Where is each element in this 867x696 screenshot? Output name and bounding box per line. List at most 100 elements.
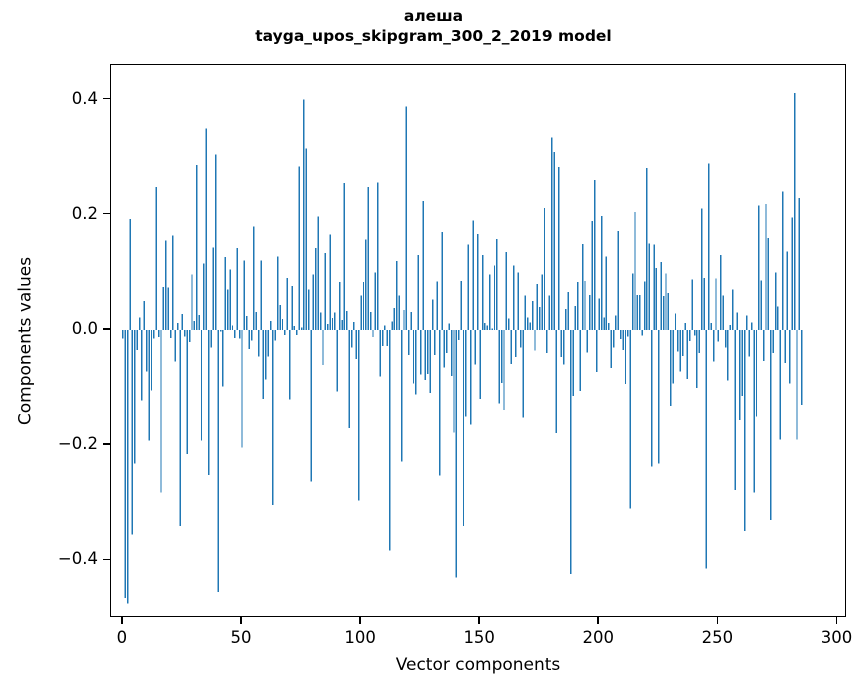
bar <box>174 329 177 362</box>
x-tick-label: 50 <box>230 628 252 647</box>
bar <box>584 281 586 330</box>
bar <box>481 255 484 330</box>
bar <box>660 262 662 330</box>
bar <box>555 329 558 434</box>
bar <box>519 329 522 348</box>
bar <box>262 329 265 400</box>
bar <box>379 329 381 377</box>
bar <box>455 329 458 578</box>
bar <box>696 329 698 389</box>
bar <box>450 329 453 377</box>
bar <box>591 221 593 330</box>
bar <box>417 255 419 330</box>
bar <box>212 247 215 330</box>
bar <box>527 317 529 330</box>
bar <box>386 329 389 347</box>
bar <box>369 312 372 330</box>
chart-title-line-1: алеша <box>403 7 464 25</box>
bar <box>574 305 577 330</box>
bar <box>398 295 400 330</box>
bar <box>784 329 786 363</box>
bar <box>743 329 746 532</box>
x-tick-label: 200 <box>582 628 615 647</box>
bar <box>322 329 324 366</box>
x-tick-label: 150 <box>463 628 495 647</box>
bar <box>131 329 134 535</box>
bar <box>715 278 717 330</box>
bar <box>524 295 527 330</box>
bar <box>484 323 486 330</box>
bar <box>562 329 565 365</box>
bar <box>762 329 765 362</box>
bar <box>288 329 291 400</box>
bar <box>243 260 246 330</box>
x-tick-mark <box>240 617 242 624</box>
bar <box>312 274 315 330</box>
bar <box>789 329 791 384</box>
bar <box>255 312 258 330</box>
bar <box>579 329 581 392</box>
bar <box>736 312 739 330</box>
bar <box>753 329 755 493</box>
x-tick-mark <box>359 617 361 624</box>
bar <box>307 289 310 330</box>
bar <box>303 99 305 330</box>
bar <box>391 321 393 330</box>
bar <box>246 316 248 330</box>
bar <box>600 215 603 330</box>
bar <box>541 274 543 330</box>
bar <box>729 324 732 330</box>
bar <box>134 329 136 464</box>
bar <box>748 329 751 357</box>
bar <box>196 165 198 330</box>
bar <box>734 329 736 491</box>
bar <box>500 329 503 383</box>
bar <box>186 329 188 454</box>
bar <box>138 317 141 330</box>
bar <box>751 322 753 330</box>
plot-axes <box>110 64 846 617</box>
bar <box>772 329 774 354</box>
bar <box>677 329 679 352</box>
bar <box>188 329 191 343</box>
bar <box>479 329 481 400</box>
bar <box>441 232 443 330</box>
bar <box>157 329 160 337</box>
bar <box>465 329 467 417</box>
bar <box>405 106 408 330</box>
bar <box>377 182 379 330</box>
bar <box>710 323 712 330</box>
bar <box>338 282 341 330</box>
bar <box>581 244 584 330</box>
bar <box>198 315 200 330</box>
bar <box>741 329 743 397</box>
bar <box>662 295 665 330</box>
bar <box>267 329 269 357</box>
bar <box>462 329 465 526</box>
bar <box>539 306 541 330</box>
x-tick-label: 300 <box>820 628 853 647</box>
bar <box>226 289 229 330</box>
bar <box>505 252 508 330</box>
bar <box>486 325 489 330</box>
bar <box>760 280 762 330</box>
bar <box>172 235 174 330</box>
bar <box>493 265 496 330</box>
bar <box>491 328 493 330</box>
bar <box>469 329 472 425</box>
bar <box>553 151 555 330</box>
bar <box>141 329 143 401</box>
bar <box>503 329 505 411</box>
bar <box>169 329 172 339</box>
bar <box>691 279 693 330</box>
bar <box>596 329 598 373</box>
bar <box>327 324 329 330</box>
bar <box>393 308 396 330</box>
bar <box>727 329 729 381</box>
x-tick-label: 250 <box>701 628 734 647</box>
bar <box>265 329 267 380</box>
y-tick-label: −0.2 <box>57 434 98 454</box>
bar <box>712 329 715 362</box>
bar <box>296 329 298 336</box>
bar <box>191 274 193 330</box>
